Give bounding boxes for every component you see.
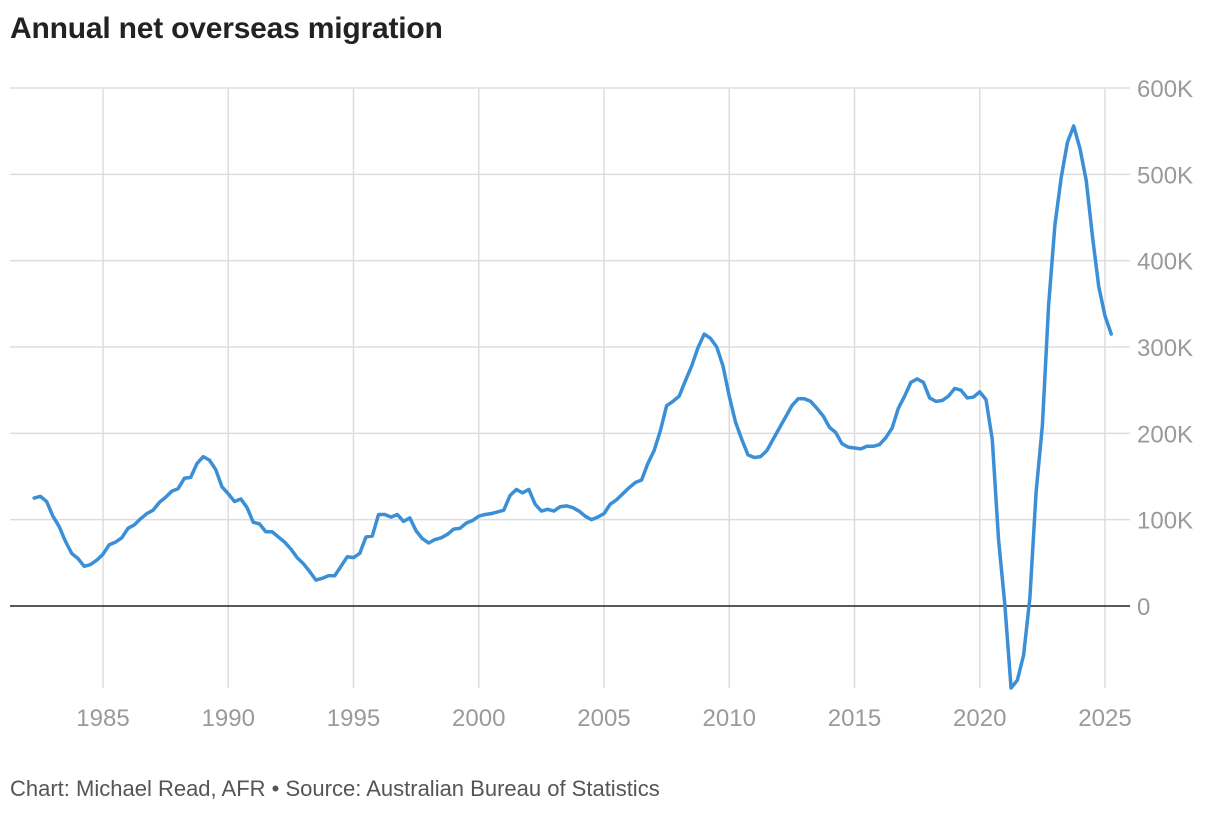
series-line-0 bbox=[32, 124, 1114, 690]
x-axis-tick-labels: 1985 1990 1995 2000 2005 2010 2015 2020 2025 bbox=[76, 705, 1131, 732]
y-tick-label-300K: 300K bbox=[1137, 335, 1193, 362]
footer-credit: Chart: Michael Read, AFR bbox=[10, 776, 266, 801]
series-layer bbox=[32, 124, 1114, 690]
y-tick-label-200K: 200K bbox=[1137, 421, 1193, 448]
footer-source: Source: Australian Bureau of Statistics bbox=[285, 776, 660, 801]
x-tick-label-2015: 2015 bbox=[828, 705, 881, 732]
y-axis-tick-labels: 0 100K 200K 300K 400K 500K 600K bbox=[1137, 76, 1193, 621]
x-tick-label-2010: 2010 bbox=[703, 705, 756, 732]
x-tick-label-2000: 2000 bbox=[452, 705, 505, 732]
y-tick-label-500K: 500K bbox=[1137, 162, 1193, 189]
x-tick-label-1985: 1985 bbox=[76, 705, 129, 732]
y-tick-label-400K: 400K bbox=[1137, 249, 1193, 276]
y-tick-label-0: 0 bbox=[1137, 594, 1150, 621]
y-tick-label-100K: 100K bbox=[1137, 508, 1193, 535]
footer-separator: • bbox=[271, 776, 280, 801]
chart-title: Annual net overseas migration bbox=[10, 12, 443, 45]
horizontal-gridlines bbox=[10, 87, 1130, 521]
x-tick-label-1990: 1990 bbox=[202, 705, 255, 732]
x-tick-label-2020: 2020 bbox=[953, 705, 1006, 732]
chart-footer: Chart: Michael Read, AFR • Source: Austr… bbox=[10, 776, 660, 802]
y-tick-label-600K: 600K bbox=[1137, 76, 1193, 103]
x-tick-label-2005: 2005 bbox=[577, 705, 630, 732]
x-tick-label-2025: 2025 bbox=[1078, 705, 1131, 732]
x-tick-label-1995: 1995 bbox=[327, 705, 380, 732]
